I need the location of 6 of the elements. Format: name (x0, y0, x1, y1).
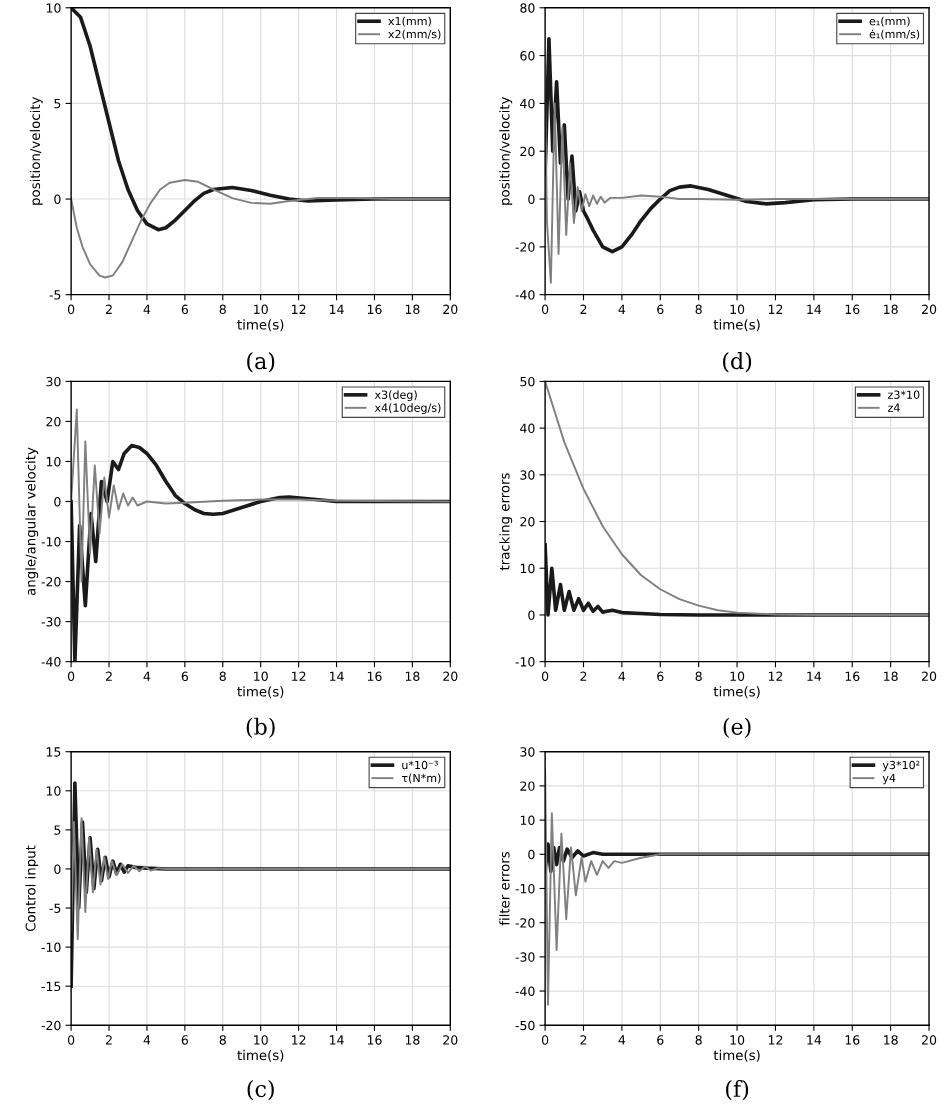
text: (e) (723, 717, 751, 739)
text: (f) (726, 1079, 749, 1101)
text: (a) (247, 352, 275, 373)
text: (c) (247, 1079, 274, 1101)
text: (b) (246, 717, 275, 739)
text: (d) (723, 352, 752, 373)
